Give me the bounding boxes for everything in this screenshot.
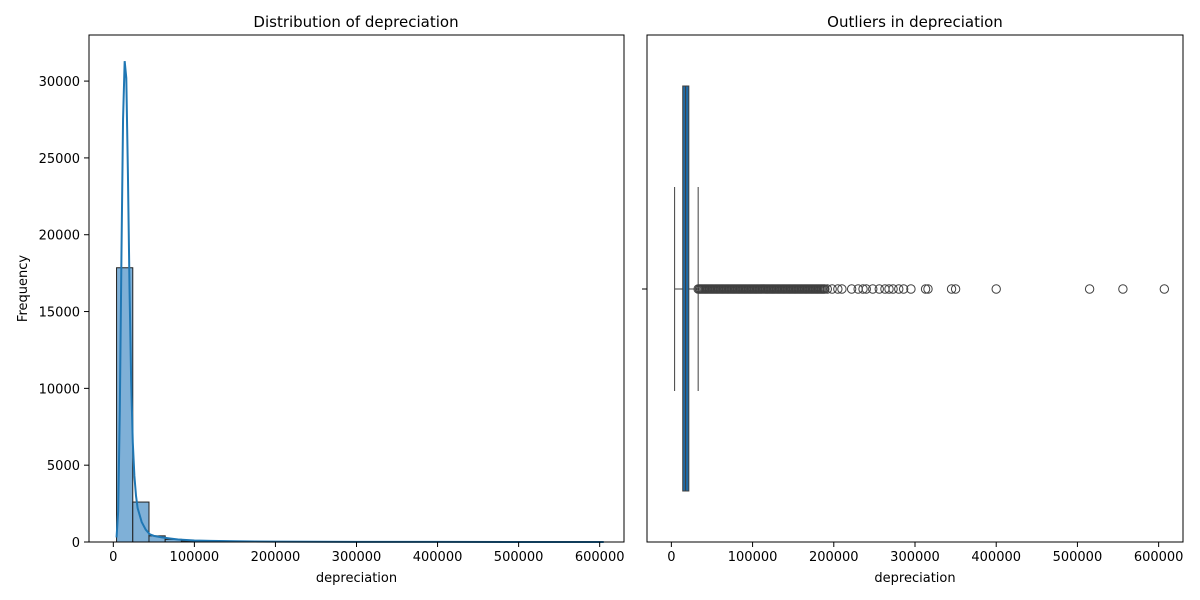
outlier-point (888, 284, 898, 294)
outlier-point (884, 284, 894, 294)
x-tick-label: 600000 (575, 550, 625, 565)
y-tick-label: 10000 (39, 382, 80, 397)
outlier-point (827, 284, 837, 294)
outlier-point (861, 284, 871, 294)
x-tick-label: 0 (109, 550, 117, 565)
x-tick-label: 500000 (1053, 550, 1103, 565)
boxplot-x-axis-label: depreciation (874, 571, 955, 586)
y-tick-label: 25000 (39, 152, 80, 167)
y-tick-label: 5000 (47, 459, 80, 474)
outlier-point (868, 284, 878, 294)
outlier-point (822, 284, 832, 294)
boxplot-x-ticks: 0 100000 200000 300000 400000 500000 600000 (667, 542, 1183, 565)
x-tick-label: 500000 (494, 550, 544, 565)
x-tick-label: 300000 (890, 550, 940, 565)
histogram-panel: Distribution of depreciation 0 100000 2000… (16, 13, 625, 586)
outlier-point (894, 284, 904, 294)
outlier-point (846, 284, 857, 294)
boxplot-title: Outliers in depreciation (827, 13, 1003, 31)
outlier-point (906, 284, 916, 294)
x-tick-label: 100000 (728, 550, 778, 565)
outlier-point (858, 284, 868, 294)
x-tick-label: 400000 (413, 550, 463, 565)
outlier-point (833, 284, 843, 294)
y-tick-label: 30000 (39, 75, 80, 90)
outlier-point (923, 284, 933, 294)
x-tick-label: 0 (667, 550, 675, 565)
y-tick-label: 15000 (39, 306, 80, 321)
outlier-point (853, 284, 863, 294)
histogram-x-axis-label: depreciation (316, 571, 397, 586)
outlier-point (946, 284, 957, 294)
boxplot-box (674, 85, 699, 492)
x-tick-label: 200000 (251, 550, 301, 565)
outlier-point (874, 284, 884, 294)
outlier-point (837, 284, 847, 294)
histogram-y-axis-label: Frequency (16, 255, 31, 322)
y-tick-label: 20000 (39, 229, 80, 244)
outlier-point (1118, 284, 1128, 294)
x-tick-label: 200000 (809, 550, 859, 565)
outlier-point (1159, 284, 1170, 294)
histogram-title: Distribution of depreciation (253, 13, 458, 31)
x-tick-label: 400000 (971, 550, 1021, 565)
x-tick-label: 300000 (332, 550, 382, 565)
boxplot-panel: Outliers in depreciation 0 100000 200000 30… (642, 13, 1184, 586)
outlier-point (1084, 284, 1095, 294)
outlier-point (920, 284, 931, 294)
outlier-point (898, 284, 909, 294)
histogram-bars (116, 267, 604, 543)
outlier-point (991, 284, 1001, 294)
histogram-y-ticks: 0 5000 10000 15000 20000 25000 30000 (39, 75, 89, 551)
histogram-x-ticks: 0 100000 200000 300000 400000 500000 600000 (109, 542, 625, 565)
kde-curve (115, 61, 604, 543)
x-tick-label: 100000 (170, 550, 220, 565)
x-tick-label: 600000 (1134, 550, 1184, 565)
outlier-point (820, 284, 830, 294)
histogram-axes-frame (88, 34, 625, 543)
boxplot-outliers (693, 284, 1170, 294)
outlier-point (950, 284, 961, 294)
y-tick-label: 0 (72, 536, 80, 551)
